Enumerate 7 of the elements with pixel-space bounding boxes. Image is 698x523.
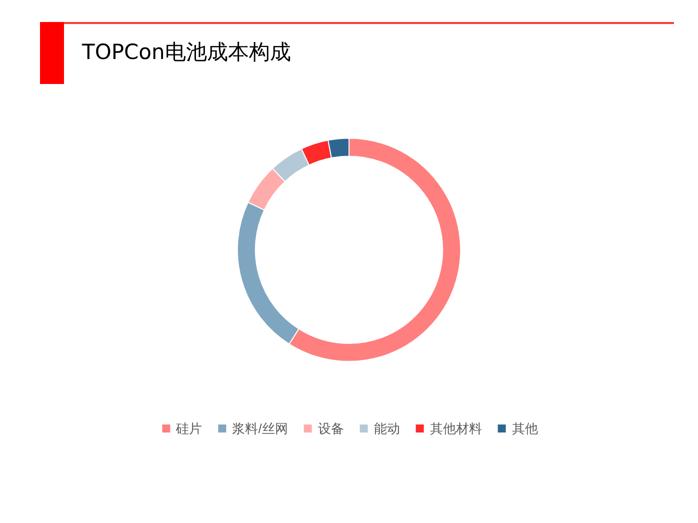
legend-label: 其他材料 [430, 421, 482, 436]
legend-label: 能动 [374, 421, 400, 436]
legend-label: 硅片 [175, 421, 202, 436]
legend-label: 其他 [512, 421, 538, 436]
chart-title: TOPCon电池成本构成 [82, 39, 291, 66]
legend-label: 设备 [318, 421, 344, 436]
legend-label: 浆料/丝网 [232, 421, 288, 436]
